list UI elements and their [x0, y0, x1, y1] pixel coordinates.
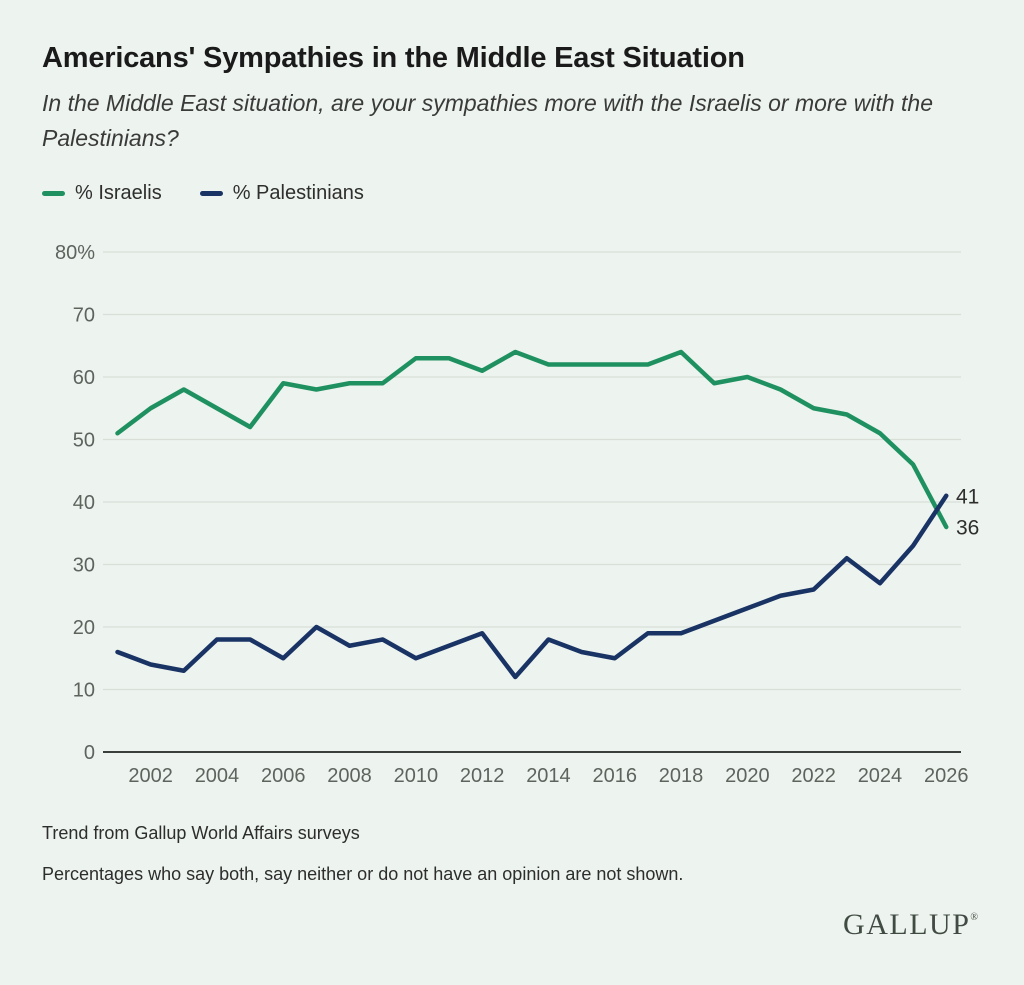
- chart-legend: % Israelis % Palestinians: [42, 182, 364, 205]
- page-subtitle: In the Middle East situation, are your s…: [42, 90, 934, 151]
- methodology-note: Percentages who say both, say neither or…: [42, 864, 684, 884]
- x-tick-label: 2018: [659, 765, 704, 787]
- legend-item-israelis: % Israelis: [42, 182, 162, 205]
- y-tick-label: 10: [73, 680, 95, 702]
- y-tick-label: 30: [73, 555, 95, 577]
- y-tick-label: 20: [73, 617, 95, 639]
- x-tick-label: 2008: [327, 765, 372, 787]
- x-tick-label: 2022: [791, 765, 836, 787]
- legend-item-palestinians: % Palestinians: [199, 182, 364, 205]
- y-tick-label: 80%: [55, 242, 95, 264]
- x-tick-label: 2020: [725, 765, 770, 787]
- end-label-palestinians: 41: [956, 485, 979, 508]
- legend-label-palestinians: % Palestinians: [232, 182, 364, 204]
- end-label-israelis: 36: [956, 517, 979, 540]
- legend-label-israelis: % Israelis: [75, 182, 162, 204]
- y-tick-label: 0: [84, 742, 95, 764]
- y-tick-label: 40: [73, 492, 95, 514]
- x-tick-label: 2026: [924, 765, 969, 787]
- registered-mark-icon: ®: [970, 912, 978, 923]
- x-tick-label: 2012: [460, 765, 505, 787]
- line-israelis: [115, 349, 949, 530]
- y-tick-label: 60: [73, 367, 95, 389]
- x-tick-label: 2006: [261, 765, 306, 787]
- x-tick-label: 2016: [593, 765, 638, 787]
- x-tick-label: 2010: [394, 765, 439, 787]
- y-tick-label: 70: [73, 305, 95, 327]
- israelis-line-swatch-icon: [42, 191, 65, 196]
- gallup-wordmark: GALLUP: [843, 908, 971, 941]
- gallup-logo: GALLUP®: [843, 908, 978, 942]
- x-tick-label: 2024: [858, 765, 903, 787]
- source-note: Trend from Gallup World Affairs surveys: [42, 823, 360, 843]
- x-tick-label: 2002: [128, 765, 173, 787]
- page-title: Americans' Sympathies in the Middle East…: [42, 42, 745, 74]
- line-palestinians: [115, 493, 949, 680]
- y-tick-label: 50: [73, 430, 95, 452]
- x-tick-label: 2014: [526, 765, 571, 787]
- x-tick-label: 2004: [195, 765, 240, 787]
- palestinians-line-swatch-icon: [199, 191, 223, 196]
